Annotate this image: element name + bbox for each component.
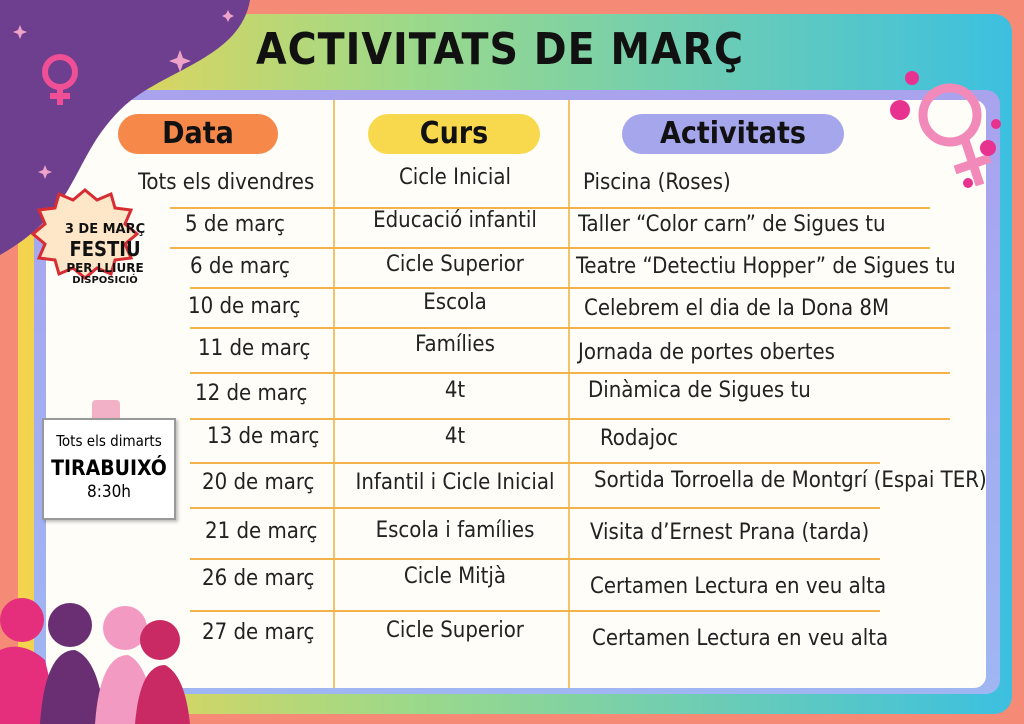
note-name: TIRABUIXÓ	[51, 456, 167, 480]
row-line	[190, 372, 950, 374]
activity-cell: Rodajoc	[600, 426, 679, 451]
date-cell: 13 de març	[207, 424, 320, 449]
activity-cell: Teatre “Detectiu Hopper” de Sigues tu	[576, 254, 956, 279]
row-line	[190, 418, 950, 420]
note-time: 8:30h	[86, 482, 132, 502]
course-cell: Cicle Superior	[386, 252, 524, 277]
column-line	[568, 100, 570, 688]
activity-cell: Certamen Lectura en veu alta	[590, 574, 887, 599]
activity-cell: Certamen Lectura en veu alta	[592, 626, 889, 651]
badge: 3 DE MARÇ FESTIU PER LLIURE DISPOSICIÓ	[40, 222, 170, 286]
activity-cell: Sortida Torroella de Montgrí (Espai TER)	[594, 468, 987, 493]
date-cell: 11 de març	[198, 336, 311, 361]
column-header: Curs	[368, 114, 540, 154]
course-cell: Cicle Mitjà	[403, 564, 507, 589]
date-cell: 26 de març	[202, 566, 315, 591]
date-cell: 27 de març	[202, 620, 315, 645]
note-day: Tots els dimarts	[56, 432, 162, 450]
row-line	[190, 287, 950, 289]
course-cell: Cicle Superior	[386, 618, 524, 643]
course-cell: 4t	[444, 424, 466, 449]
column-header: Data	[118, 114, 278, 154]
course-cell: 4t	[444, 378, 466, 403]
badge-line: FESTIU	[69, 237, 141, 261]
activity-cell: Celebrem el dia de la Dona 8M	[584, 296, 890, 321]
date-cell: 5 de març	[185, 212, 285, 237]
note: Tots els dimarts TIRABUIXÓ 8:30h	[42, 418, 176, 520]
course-cell: Educació infantil	[373, 208, 537, 233]
column-header: Activitats	[622, 114, 844, 154]
date-cell: 10 de març	[188, 294, 301, 319]
row-line	[170, 247, 930, 249]
date-cell: 21 de març	[205, 519, 318, 544]
course-cell: Cicle Inicial	[398, 165, 512, 190]
title: ACTIVITATS DE MARÇ	[255, 24, 745, 75]
date-cell: 20 de març	[202, 470, 315, 495]
row-line	[190, 507, 880, 509]
activity-cell: Taller “Color carn” de Sigues tu	[578, 212, 886, 237]
date-cell: 12 de març	[195, 381, 308, 406]
row-line	[190, 610, 880, 612]
badge-line: 3 DE MARÇ	[64, 222, 146, 237]
row-line	[190, 558, 880, 560]
column-line	[333, 100, 335, 688]
card	[46, 100, 986, 688]
row-line	[190, 327, 950, 329]
badge-line: DISPOSICIÓ	[72, 275, 138, 286]
date-cell: Tots els divendres	[138, 170, 315, 195]
activity-cell: Dinàmica de Sigues tu	[588, 378, 811, 403]
course-cell: Infantil i Cicle Inicial	[355, 470, 555, 495]
activity-cell: Jornada de portes obertes	[578, 340, 835, 365]
date-cell: 6 de març	[190, 254, 290, 279]
badge-line: PER LLIURE	[66, 261, 144, 275]
row-line	[170, 207, 930, 209]
course-cell: Escola	[423, 290, 487, 315]
course-cell: Famílies	[415, 332, 495, 357]
activity-cell: Piscina (Roses)	[583, 170, 731, 195]
course-cell: Escola i famílies	[375, 518, 535, 543]
activity-cell: Visita d’Ernest Prana (tarda)	[590, 520, 870, 545]
row-line	[190, 462, 880, 464]
